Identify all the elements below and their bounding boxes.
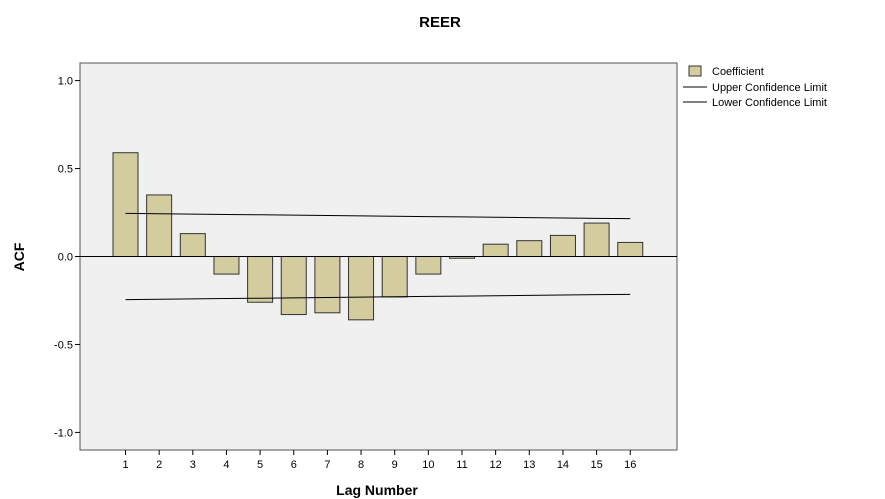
y-tick-label: 1.0 (58, 76, 73, 88)
y-tick-label: -1.0 (54, 427, 73, 439)
x-tick-label: 2 (156, 459, 162, 471)
x-tick-label: 5 (257, 459, 263, 471)
chart-title: REER (419, 14, 461, 31)
x-tick-label: 3 (190, 459, 196, 471)
bar-lag-5 (247, 256, 274, 303)
x-tick-label: 15 (590, 459, 602, 471)
confidence-lines-group (125, 212, 631, 301)
x-tick-label: 10 (422, 459, 434, 471)
y-tick-label: -0.5 (54, 339, 73, 351)
x-tick-label: 1 (122, 459, 128, 471)
bar-lag-16 (617, 241, 644, 258)
bar-lag-12 (482, 243, 509, 258)
legend-label-coefficient: Coefficient (712, 66, 764, 78)
bar-lag-2 (146, 194, 173, 258)
y-axis: 1.0 0.5 0.0 -0.5 -1.0 (54, 76, 80, 439)
bar-lag-14 (549, 234, 576, 258)
bar-lag-15 (583, 222, 610, 257)
y-tick-label: 0.0 (58, 252, 73, 264)
x-tick-label: 4 (223, 459, 229, 471)
x-tick-label: 9 (392, 459, 398, 471)
x-tick-label: 12 (490, 459, 502, 471)
bar-lag-1 (112, 152, 139, 257)
x-axis-label: Lag Number (336, 482, 418, 498)
x-tick-label: 8 (358, 459, 364, 471)
legend-label-upper: Upper Confidence Limit (712, 82, 827, 94)
bar-lag-8 (348, 256, 375, 321)
bar-lag-6 (280, 256, 307, 316)
bar-lag-4 (213, 256, 240, 275)
y-tick-label: 0.5 (58, 164, 73, 176)
x-tick-label: 14 (557, 459, 569, 471)
x-tick-label: 13 (523, 459, 535, 471)
x-tick-label: 11 (456, 459, 467, 471)
lower-confidence-line (125, 293, 631, 301)
legend-swatch-coefficient (688, 65, 702, 77)
upper-confidence-line (125, 212, 631, 220)
y-axis-label: ACF (11, 242, 27, 271)
x-tick-label: 16 (624, 459, 636, 471)
bar-lag-3 (179, 233, 206, 258)
bar-lag-7 (314, 256, 341, 314)
x-axis: 1 2 3 4 5 6 7 8 9 10 11 12 13 14 15 16 (122, 450, 636, 471)
bar-lag-13 (516, 240, 543, 257)
bar-lag-9 (381, 256, 408, 298)
x-tick-label: 7 (324, 459, 330, 471)
legend: Coefficient Upper Confidence Limit Lower C… (683, 65, 827, 109)
x-tick-label: 6 (291, 459, 297, 471)
bar-lag-10 (415, 256, 442, 275)
legend-label-lower: Lower Confidence Limit (712, 97, 827, 109)
